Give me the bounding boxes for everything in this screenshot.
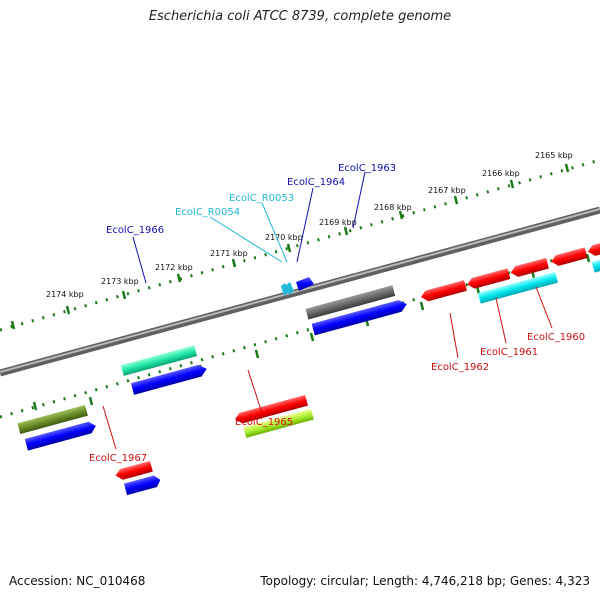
leader-1967 [102,405,117,450]
leader-r0054 [209,216,283,263]
leader-1960 [535,286,553,329]
feature-blue-small[interactable] [123,474,162,496]
feature-gray-1963[interactable] [305,285,396,320]
feature-red-c[interactable] [587,238,600,257]
ruler-label-2172: 2172 kbp [155,263,193,272]
feature-olive-left[interactable] [17,405,88,435]
feature-red-1961[interactable] [466,268,511,290]
leader-1966 [132,236,147,284]
gene-label-1962[interactable]: EcolC_1962 [431,362,489,373]
ruler-lower [0,245,600,419]
ruler-label-2173: 2173 kbp [101,277,139,286]
gene-label-1963[interactable]: EcolC_1963 [338,163,396,174]
genome-summary: Topology: circular; Length: 4,746,218 bp… [260,574,590,588]
ruler-label-2167: 2167 kbp [428,186,466,195]
feature-mint-1966[interactable] [120,345,198,376]
ruler-major-ticks-upper [10,163,570,330]
leader-1962 [449,312,459,359]
feature-blue-cds-2[interactable] [311,298,409,336]
accession-text: Accession: NC_010468 [9,574,146,588]
feature-blue-cds-left[interactable] [24,420,98,451]
gene-label-1961[interactable]: EcolC_1961 [480,347,538,358]
feature-red-1962[interactable] [420,280,467,303]
feature-red-b[interactable] [550,247,588,267]
gene-label-1967[interactable]: EcolC_1967 [89,453,147,464]
gene-label-1966[interactable]: EcolC_1966 [106,225,164,236]
feature-rna-r0053[interactable] [286,282,294,295]
feature-cyan-1960[interactable] [477,271,558,304]
ruler-label-2165: 2165 kbp [535,151,573,160]
gene-label-1960[interactable]: EcolC_1960 [527,332,585,343]
leader-r0053 [261,202,288,263]
ruler-label-2168: 2168 kbp [374,203,412,212]
ruler-label-2170: 2170 kbp [265,233,303,242]
feature-blue-cds-1[interactable] [130,363,208,395]
leader-1961 [495,297,507,344]
feature-red-1967[interactable] [114,460,153,481]
leader-1964 [296,187,314,263]
gene-label-1964[interactable]: EcolC_1964 [287,177,345,188]
map-title: Escherichia coli ATCC 8739, complete gen… [148,9,452,24]
leader-1963 [352,171,366,229]
feature-red-a[interactable] [509,257,549,279]
gene-label-1965[interactable]: EcolC_1965 [235,417,293,428]
leader-1965 [247,369,263,414]
ruler-label-2171: 2171 kbp [210,249,248,258]
gene-label-r0053[interactable]: EcolC_R0053 [229,193,294,204]
feature-lime[interactable] [243,408,314,438]
feature-cyan-edge[interactable] [591,256,600,273]
gene-label-r0054[interactable]: EcolC_R0054 [175,207,240,218]
feature-red-1965[interactable] [234,394,308,425]
feature-rna-r0054[interactable] [281,283,289,296]
feature-blue-1964[interactable] [296,277,314,291]
ruler-label-2166: 2166 kbp [482,169,520,178]
ruler-label-2174: 2174 kbp [46,290,84,299]
ruler-label-2169: 2169 kbp [319,218,357,227]
